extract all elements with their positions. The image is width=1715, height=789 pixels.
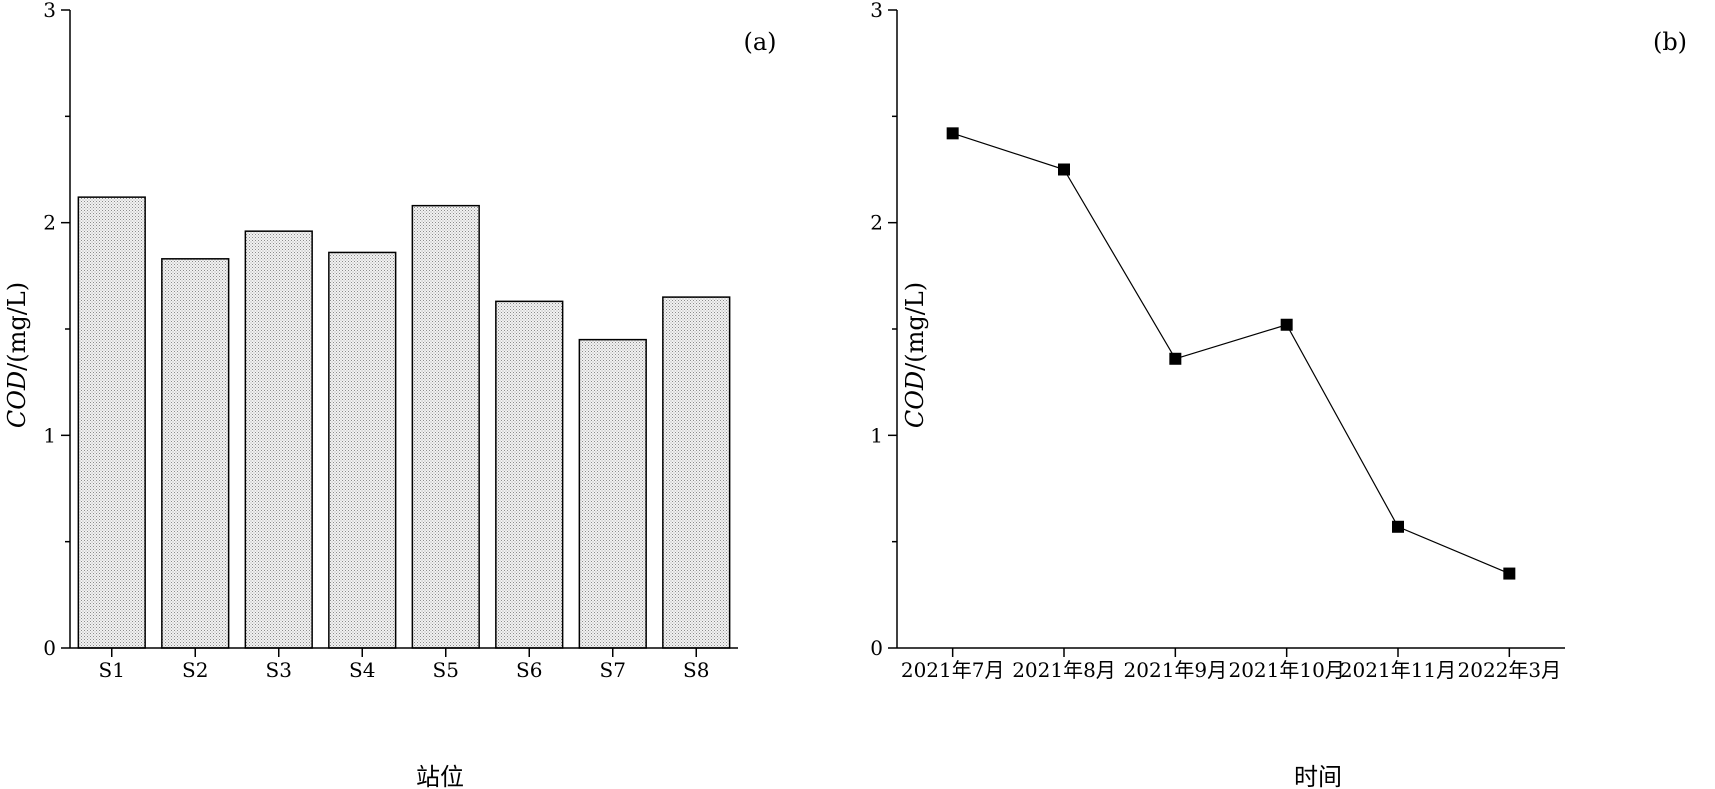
panel-a-axes: 0 1 2 3 S1 S2 S3 S4 S5 S6 S7 S8 [43, 0, 738, 682]
panel-b-y-tick-label: 0 [870, 636, 883, 660]
panel-b-ylabel-unit: /(mg/L) [901, 282, 929, 371]
bar-S1 [77, 196, 146, 649]
panel-b-x-tick-label: 2021年9月 [1124, 658, 1228, 682]
panel-a-ylabel-unit: /(mg/L) [3, 282, 31, 371]
panel-b-x-tick-label: 2021年8月 [1012, 658, 1116, 682]
panel-b-line-chart: (b) 时间 COD/(mg/L) 0 1 2 3 2021年7月 2021年8月 2021… [870, 0, 1687, 789]
panel-b-y-tick-label: 2 [870, 211, 883, 235]
panel-b-x-tick-label: 2021年10月 [1228, 658, 1344, 682]
panel-a-x-tick-label: S3 [266, 658, 292, 682]
panel-a-xlabel: 站位 [416, 763, 464, 789]
bar-S6 [495, 300, 564, 649]
panel-a-ylabel: COD/(mg/L) [3, 282, 31, 428]
series-line [952, 132, 1510, 575]
panel-b-y-tick-label: 1 [870, 423, 883, 447]
panel-b-ylabel: COD/(mg/L) [901, 282, 929, 428]
panel-a-y-tick-label: 1 [43, 423, 56, 447]
point-2021年8月 [1058, 163, 1070, 176]
point-2021年10月 [1280, 318, 1293, 331]
panel-b-ylabel-var: COD [901, 371, 929, 428]
panel-a-bars [77, 196, 731, 649]
panel-b-axes: 0 1 2 3 2021年7月 2021年8月 2021年9月 2021年10月2021年11… [870, 0, 1565, 682]
panel-a-x-tick-label: S6 [516, 658, 542, 682]
panel-a-x-tick-label: S7 [600, 658, 626, 682]
bar-S5 [411, 204, 480, 649]
panel-a-x-tick-label: S5 [433, 658, 459, 682]
point-2021年11月 [1392, 520, 1404, 533]
panel-b-x-tick-label: 2022年3月 [1458, 658, 1562, 682]
point-2021年7月 [946, 127, 959, 140]
point-2022年3月 [1503, 567, 1516, 580]
panel-a-y-tick-label: 0 [43, 636, 56, 660]
bar-S7 [578, 338, 647, 649]
panel-a-x-tick-label: S2 [182, 658, 208, 682]
panel-b-series [946, 127, 1516, 580]
point-2021年9月 [1169, 352, 1182, 365]
panel-a-y-tick-label: 3 [43, 0, 56, 22]
panel-a-bar-chart: (a) 站位 COD/(mg/L) 0 1 2 3 S1 S2 S3 S4 S5 S6 S7 S8 [3, 0, 777, 789]
panel-b-x-tick-label: 2021年11月 [1340, 658, 1456, 682]
panel-b-y-tick-label: 3 [870, 0, 883, 22]
panel-a-x-tick-label: S8 [683, 658, 709, 682]
panel-a-label: (a) [743, 28, 776, 56]
bar-S4 [328, 251, 397, 649]
bar-S2 [161, 258, 230, 649]
panel-a-ylabel-var: COD [3, 371, 31, 428]
panel-a-x-tick-label: S1 [99, 658, 125, 682]
panel-b-xlabel: 时间 [1294, 763, 1342, 789]
panel-a-y-tick-label: 2 [43, 211, 56, 235]
bar-S8 [662, 296, 731, 649]
panel-b-x-tick-label: 2021年7月 [901, 658, 1005, 682]
panel-b-label: (b) [1653, 28, 1687, 56]
panel-a-x-tick-label: S4 [349, 658, 375, 682]
bar-S3 [244, 230, 313, 649]
